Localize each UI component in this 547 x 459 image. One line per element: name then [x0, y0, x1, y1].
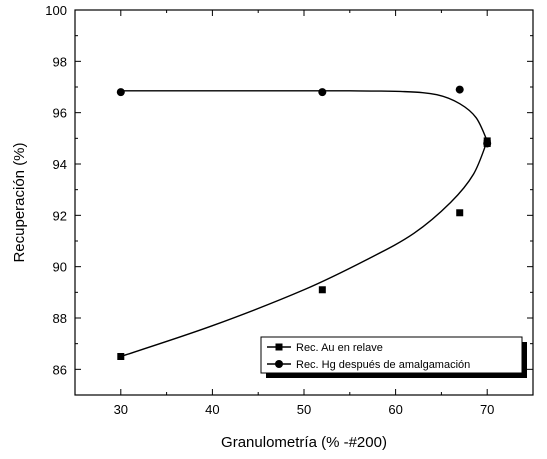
y-tick-label: 88	[53, 311, 67, 326]
legend: Rec. Au en relave Rec. Hg después de amal…	[260, 336, 527, 378]
legend-marker-1	[275, 343, 283, 351]
series-2-point	[116, 88, 125, 97]
y-tick-label: 100	[45, 3, 67, 18]
legend-label-1: Rec. Au en relave	[296, 342, 383, 354]
x-tick-label: 50	[297, 402, 311, 417]
legend-marker-2	[275, 360, 283, 368]
legend-label-2: Rec. Hg después de amalgamación	[296, 359, 470, 371]
ticks: 30 40 50 60 70 86 88 90 92 94 96 98 100	[45, 3, 534, 417]
y-tick-label: 98	[53, 54, 67, 69]
y-axis-title: Recuperación (%)	[11, 142, 28, 262]
series-1-point	[117, 353, 125, 360]
series-2-point	[455, 85, 464, 94]
y-tick-label: 92	[53, 208, 67, 223]
x-tick-label: 60	[388, 402, 402, 417]
legend-box	[260, 336, 523, 374]
x-tick-label: 70	[480, 402, 494, 417]
legend-items: Rec. Au en relave Rec. Hg después de amal…	[267, 342, 470, 371]
y-tick-label: 94	[53, 157, 67, 172]
series-2-point	[483, 139, 492, 148]
series-2-fit-curve	[120, 90, 488, 142]
x-tick-label: 30	[114, 402, 128, 417]
y-tick-label: 86	[53, 362, 67, 377]
curves	[120, 90, 488, 358]
series-1-point	[456, 209, 464, 217]
series-1-fit-curve	[120, 140, 488, 358]
points	[116, 85, 492, 360]
series-2-point	[318, 88, 327, 97]
y-tick-label: 90	[53, 260, 67, 275]
series-1-point	[318, 286, 326, 294]
y-tick-label: 96	[53, 106, 67, 121]
x-tick-label: 40	[205, 402, 219, 417]
x-axis-title: Granulometría (% -#200)	[221, 434, 387, 451]
